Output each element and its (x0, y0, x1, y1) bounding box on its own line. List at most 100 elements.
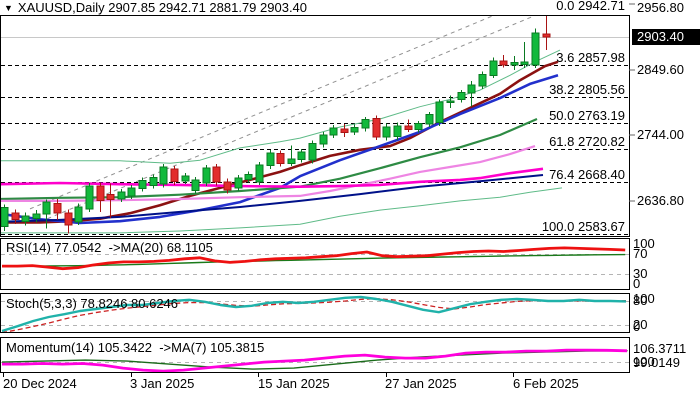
candle (212, 163, 221, 186)
fib-label: 61.8 2720.82 (549, 134, 625, 149)
price-tick: 2636.80 (637, 193, 684, 208)
candle (319, 131, 328, 148)
candle (170, 165, 179, 185)
rsi-border (0, 238, 630, 290)
ma-blue (1, 74, 559, 225)
rsi-axis-label: 70 (633, 246, 648, 261)
candle (21, 212, 30, 226)
stoch-axis-label: 0 (633, 319, 641, 334)
candle (159, 163, 168, 188)
candle (340, 123, 349, 137)
stoch-axis-label: 100 (633, 291, 655, 306)
candle (435, 99, 444, 126)
ma-plum (1, 145, 536, 202)
candle (117, 189, 126, 203)
candle (234, 175, 243, 192)
candle (266, 149, 275, 169)
momentum-axis-label: 99.0149 (633, 355, 680, 370)
trend-channel-upper (29, 15, 497, 210)
candle (308, 140, 317, 164)
candle (1, 204, 9, 232)
candle (11, 209, 20, 225)
price-tick: 2744.00 (637, 127, 684, 142)
candle (446, 95, 455, 108)
rsi-axis-label: 100 (633, 236, 655, 251)
candle (467, 80, 476, 107)
candle (499, 54, 508, 68)
fib-label: 0.0 2942.71 (556, 0, 625, 13)
stoch-axis-label: 20 (633, 317, 648, 332)
momentum-label: Momentum(14) 105.3422 ->MA(7) 105.3815 (6, 340, 265, 355)
candle (223, 178, 232, 194)
candle (372, 115, 381, 140)
fib-label: 3.6 2857.98 (556, 50, 625, 65)
chart-header: ▼ XAUUSD,Daily 2907.85 2942.71 2881.79 2… (3, 0, 312, 15)
candle (297, 149, 306, 163)
price-tick: 2956.80 (637, 0, 684, 15)
fib-label: 100.0 2583.67 (541, 219, 625, 234)
ma-magenta (1, 167, 544, 188)
candle (531, 28, 540, 68)
current-price-badge: 2903.40 (632, 29, 700, 45)
candle (64, 209, 73, 234)
date-label: 20 Dec 2024 (3, 376, 77, 391)
candle (478, 71, 487, 89)
momentum-axis-label: 106.3711 (633, 341, 687, 356)
candle (85, 183, 94, 212)
momentum-panel (1, 348, 629, 373)
candle (361, 117, 370, 132)
date-label: 6 Feb 2025 (513, 376, 579, 391)
candle (414, 120, 423, 133)
candle (393, 122, 402, 140)
stoch-label: Stoch(5,3,3) 78.8246 80.6246 (6, 296, 179, 311)
candle (181, 173, 190, 185)
candle (202, 165, 211, 187)
symbol-ohlc-text: XAUUSD,Daily 2907.85 2942.71 2881.79 290… (17, 0, 308, 15)
fib-label: 50.0 2763.19 (549, 108, 625, 123)
envelope-lower (1, 187, 563, 234)
candle (244, 171, 253, 183)
rsi-label: RSI(14) 77.0542 ->MA(20) 68.1105 (6, 240, 213, 255)
candle (382, 123, 391, 141)
candle (191, 176, 200, 194)
symbol-dropdown-icon[interactable]: ▼ (4, 3, 13, 13)
candle (276, 150, 285, 167)
candle (329, 125, 338, 139)
date-label: 3 Jan 2025 (130, 376, 195, 391)
main-border (0, 15, 630, 237)
price-tick: 2849.60 (637, 62, 684, 77)
candle (42, 199, 51, 229)
rsi-panel (1, 246, 629, 275)
candle (510, 56, 519, 70)
momentum-axis-label: 100 (633, 354, 655, 369)
momentum-border (0, 337, 630, 373)
date-label: 27 Jan 2025 (385, 376, 457, 391)
candle (127, 184, 136, 200)
candle (149, 174, 158, 189)
date-label: 15 Jan 2025 (258, 376, 330, 391)
candle (53, 199, 62, 220)
candle (32, 210, 41, 223)
candle (106, 183, 115, 219)
fib-label: 76.4 2668.40 (549, 167, 625, 182)
candle (425, 112, 434, 127)
ma-navy (1, 174, 544, 223)
main-panel (1, 15, 629, 235)
candle (404, 119, 413, 132)
candle (287, 145, 296, 166)
envelope-upper (1, 49, 561, 164)
candle (542, 15, 551, 51)
stoch-border (0, 293, 630, 333)
rsi-axis-label: 0 (633, 276, 641, 291)
candle (74, 203, 83, 225)
stoch-panel (1, 295, 629, 333)
stoch-axis-label: 80 (633, 293, 648, 308)
rsi-axis-label: 30 (633, 266, 648, 281)
candle (350, 124, 359, 135)
candle (489, 57, 498, 78)
candle (138, 177, 147, 192)
fib-label: 38.2 2805.56 (549, 82, 625, 97)
candle (96, 183, 105, 212)
